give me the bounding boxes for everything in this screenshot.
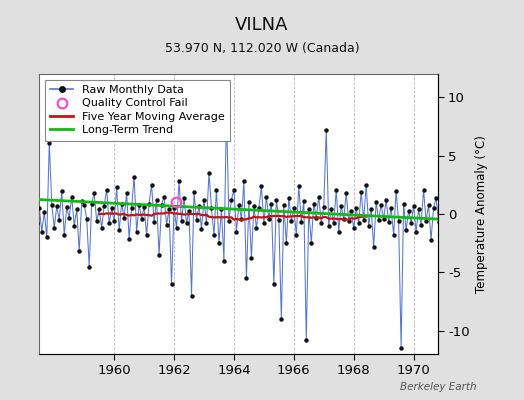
Text: 53.970 N, 112.020 W (Canada): 53.970 N, 112.020 W (Canada) [165, 42, 359, 55]
Text: Berkeley Earth: Berkeley Earth [400, 382, 477, 392]
Legend: Raw Monthly Data, Quality Control Fail, Five Year Moving Average, Long-Term Tren: Raw Monthly Data, Quality Control Fail, … [45, 80, 230, 141]
Y-axis label: Temperature Anomaly (°C): Temperature Anomaly (°C) [475, 135, 488, 293]
Text: VILNA: VILNA [235, 16, 289, 34]
